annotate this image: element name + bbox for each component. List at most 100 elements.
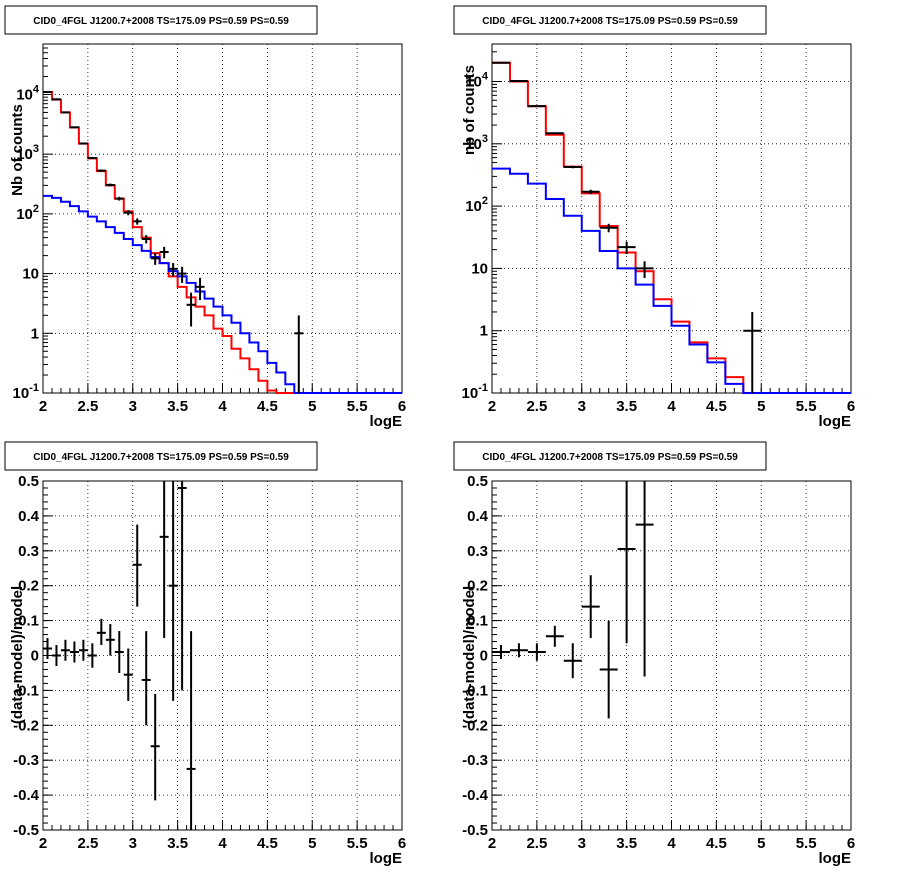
x-tick-label: 5	[757, 835, 765, 852]
data-point	[69, 126, 79, 129]
data-point	[599, 620, 618, 719]
y-tick-label: -0.4	[13, 787, 40, 804]
data-point	[545, 625, 564, 647]
y-tick-label: 0	[480, 648, 488, 665]
x-tick-label: 4.5	[706, 398, 727, 415]
y-tick-label: -0.5	[462, 822, 488, 839]
data-point	[599, 223, 618, 233]
x-axis-label: logE	[370, 850, 403, 867]
y-axis-label: (data-model)/model	[9, 586, 26, 724]
y-tick-label: 0.1	[467, 613, 488, 630]
plot-title: CID0_4FGL J1200.7+2008 TS=175.09 PS=0.59…	[33, 452, 289, 463]
data-point	[617, 481, 636, 644]
x-tick-label: 3.5	[616, 398, 637, 415]
data-point	[141, 235, 151, 244]
data-point	[78, 639, 88, 661]
data-point	[159, 246, 169, 259]
data-point	[177, 481, 187, 691]
y-tick-label: 10	[471, 260, 488, 277]
data-point	[635, 481, 654, 677]
data-point	[186, 292, 196, 327]
plot-p2: 2 2.5 3 3.5 4 4.5 5 5.5 6 10-1 1 10 102 103 104 logE nb …	[453, 5, 855, 430]
x-tick-label: 5.5	[347, 835, 368, 852]
x-tick-label: 2.5	[77, 398, 98, 415]
histogram-series-2	[43, 194, 402, 394]
data-point	[635, 261, 654, 279]
x-tick-label: 2.5	[526, 835, 547, 852]
data-point	[294, 315, 304, 393]
data-point	[114, 631, 124, 673]
x-axis-label: logE	[370, 413, 403, 430]
x-tick-label: 5.5	[347, 398, 368, 415]
plot-title: CID0_4FGL J1200.7+2008 TS=175.09 PS=0.59…	[482, 452, 738, 463]
y-tick-label: 0.5	[467, 473, 488, 490]
title-box	[453, 5, 767, 35]
data-point	[87, 643, 97, 668]
x-tick-label: 5.5	[796, 835, 817, 852]
data-point	[43, 638, 52, 659]
data-point	[545, 132, 564, 135]
x-tick-label: 2	[488, 835, 496, 852]
x-tick-label: 3.5	[616, 835, 637, 852]
data-point	[168, 481, 178, 701]
x-tick-label: 2	[488, 398, 496, 415]
data-point	[168, 263, 178, 277]
x-tick-label: 6	[398, 835, 406, 852]
y-tick-label: -0.2	[13, 717, 39, 734]
x-tick-label: 4.5	[257, 835, 278, 852]
data-point	[132, 524, 142, 607]
x-tick-label: 2.5	[77, 835, 98, 852]
x-tick-label: 5	[308, 835, 316, 852]
y-tick-label: 1	[480, 323, 488, 340]
plot-p3: 2 2.5 3 3.5 4 4.5 5 5.5 6 -0.5 -0.4 -0.3 -0.2 -0.1 0 0.…	[4, 441, 406, 867]
data-point	[527, 105, 546, 108]
data-point	[132, 218, 142, 225]
histogram-series-2	[492, 167, 851, 394]
y-tick-label: 0.3	[467, 543, 488, 560]
y-tick-label: 1	[31, 325, 39, 342]
y-tick-label: 103	[16, 143, 39, 163]
data-point	[105, 624, 115, 656]
data-point	[123, 648, 133, 701]
x-axis-label: logE	[819, 413, 852, 430]
x-tick-label: 5.5	[796, 398, 817, 415]
data-point	[563, 643, 582, 679]
data-point	[581, 189, 600, 194]
plot-title: CID0_4FGL J1200.7+2008 TS=175.09 PS=0.59…	[482, 16, 738, 27]
x-tick-label: 4	[218, 835, 227, 852]
y-tick-label: 0.2	[18, 578, 39, 595]
y-tick-label: 10-1	[13, 382, 39, 402]
y-tick-label: 10	[22, 266, 39, 283]
histogram-series-1	[43, 90, 402, 394]
data-point	[123, 210, 133, 216]
y-tick-label: 10-1	[462, 382, 488, 402]
data-point	[509, 643, 528, 658]
data-point	[581, 575, 600, 639]
data-point	[177, 266, 187, 283]
y-axis-label: Nb of counts	[9, 104, 26, 196]
y-tick-label: -0.2	[462, 717, 488, 734]
data-point	[96, 618, 106, 646]
y-tick-label: 0.3	[18, 543, 39, 560]
data-point	[51, 645, 61, 666]
x-tick-label: 6	[847, 835, 855, 852]
data-point	[159, 481, 169, 639]
data-point	[186, 631, 196, 830]
plot-p4: 2 2.5 3 3.5 4 4.5 5 5.5 6 -0.5 -0.4 -0.3 -0.2 -0.1 0 0.…	[453, 441, 855, 867]
data-point	[492, 645, 510, 659]
y-tick-label: 0.2	[467, 578, 488, 595]
y-tick-label: 104	[16, 83, 40, 103]
plot-p1: 2 2.5 3 3.5 4 4.5 5 5.5 6 10-1 1 10 102 103 104 logE Nb …	[4, 5, 406, 430]
data-point	[69, 641, 79, 663]
plot-title: CID0_4FGL J1200.7+2008 TS=175.09 PS=0.59…	[33, 16, 289, 27]
x-tick-label: 4	[218, 398, 227, 415]
x-tick-label: 5	[308, 398, 316, 415]
x-tick-label: 4.5	[257, 398, 278, 415]
y-tick-label: -0.1	[13, 682, 39, 699]
x-tick-label: 3	[578, 398, 586, 415]
y-tick-label: -0.3	[462, 752, 488, 769]
data-point	[563, 165, 582, 169]
data-point	[105, 183, 115, 187]
y-tick-label: 0.1	[18, 613, 39, 630]
